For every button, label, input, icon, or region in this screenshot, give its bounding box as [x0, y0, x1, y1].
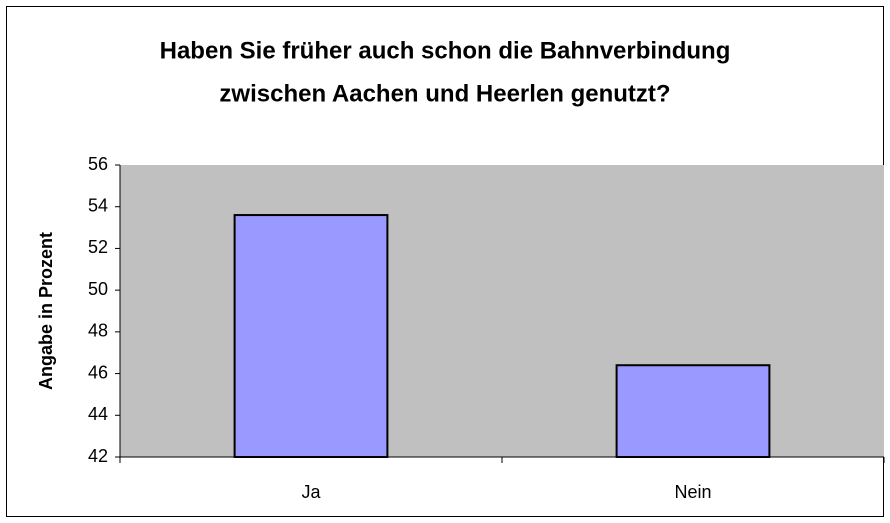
y-tick-label: 52: [88, 237, 108, 257]
y-axis-label: Angabe in Prozent: [36, 232, 56, 390]
chart-title: Haben Sie früher auch schon die Bahnverb…: [160, 37, 731, 64]
y-tick-label: 54: [88, 195, 108, 215]
y-tick-label: 50: [88, 279, 108, 299]
y-tick-label: 44: [88, 404, 108, 424]
y-tick-label: 56: [88, 154, 108, 174]
y-tick-label: 48: [88, 321, 108, 341]
bar: [615, 364, 771, 459]
chart-title: zwischen Aachen und Heerlen genutzt?: [219, 80, 670, 107]
x-tick-label: Nein: [674, 482, 711, 502]
y-tick-label: 42: [88, 446, 108, 466]
x-tick-label: Ja: [301, 482, 321, 502]
y-tick-label: 46: [88, 362, 108, 382]
bar: [233, 214, 389, 458]
